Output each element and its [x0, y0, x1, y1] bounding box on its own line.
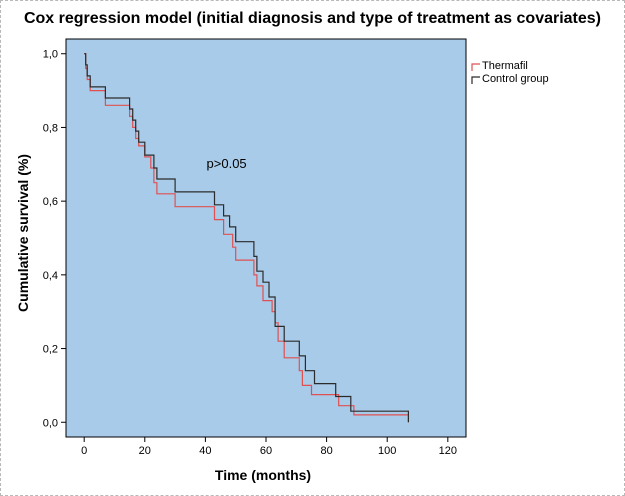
x-tick-label: 120 — [439, 445, 457, 457]
legend-swatch — [471, 76, 480, 84]
y-tick-label: 0,8 — [43, 122, 58, 134]
y-tick-label: 1,0 — [43, 49, 58, 61]
legend-label: Thermafil — [482, 60, 528, 72]
plot-background — [65, 38, 467, 438]
x-axis-label: Time (months) — [214, 467, 312, 483]
x-tick-label: 20 — [139, 445, 151, 457]
x-tick-label: 100 — [378, 445, 396, 457]
series-line-thermafil — [84, 53, 409, 423]
x-tick-label: 80 — [320, 445, 332, 457]
y-tick-label: 0,0 — [43, 417, 58, 429]
legend-swatch — [471, 63, 480, 71]
x-tick-label: 60 — [260, 445, 272, 457]
chart-title: Cox regression model (initial diagnosis … — [23, 10, 602, 27]
legend-label: Control group — [482, 73, 549, 85]
x-tick-label: 40 — [199, 445, 211, 457]
x-tick-label: 0 — [81, 445, 87, 457]
p-value-annotation: p>0.05 — [207, 156, 247, 171]
y-tick-label: 0,4 — [43, 270, 58, 282]
y-tick-label: 0,2 — [43, 344, 58, 356]
series-line-control-group — [84, 53, 409, 423]
y-tick-label: 0,6 — [43, 196, 58, 208]
